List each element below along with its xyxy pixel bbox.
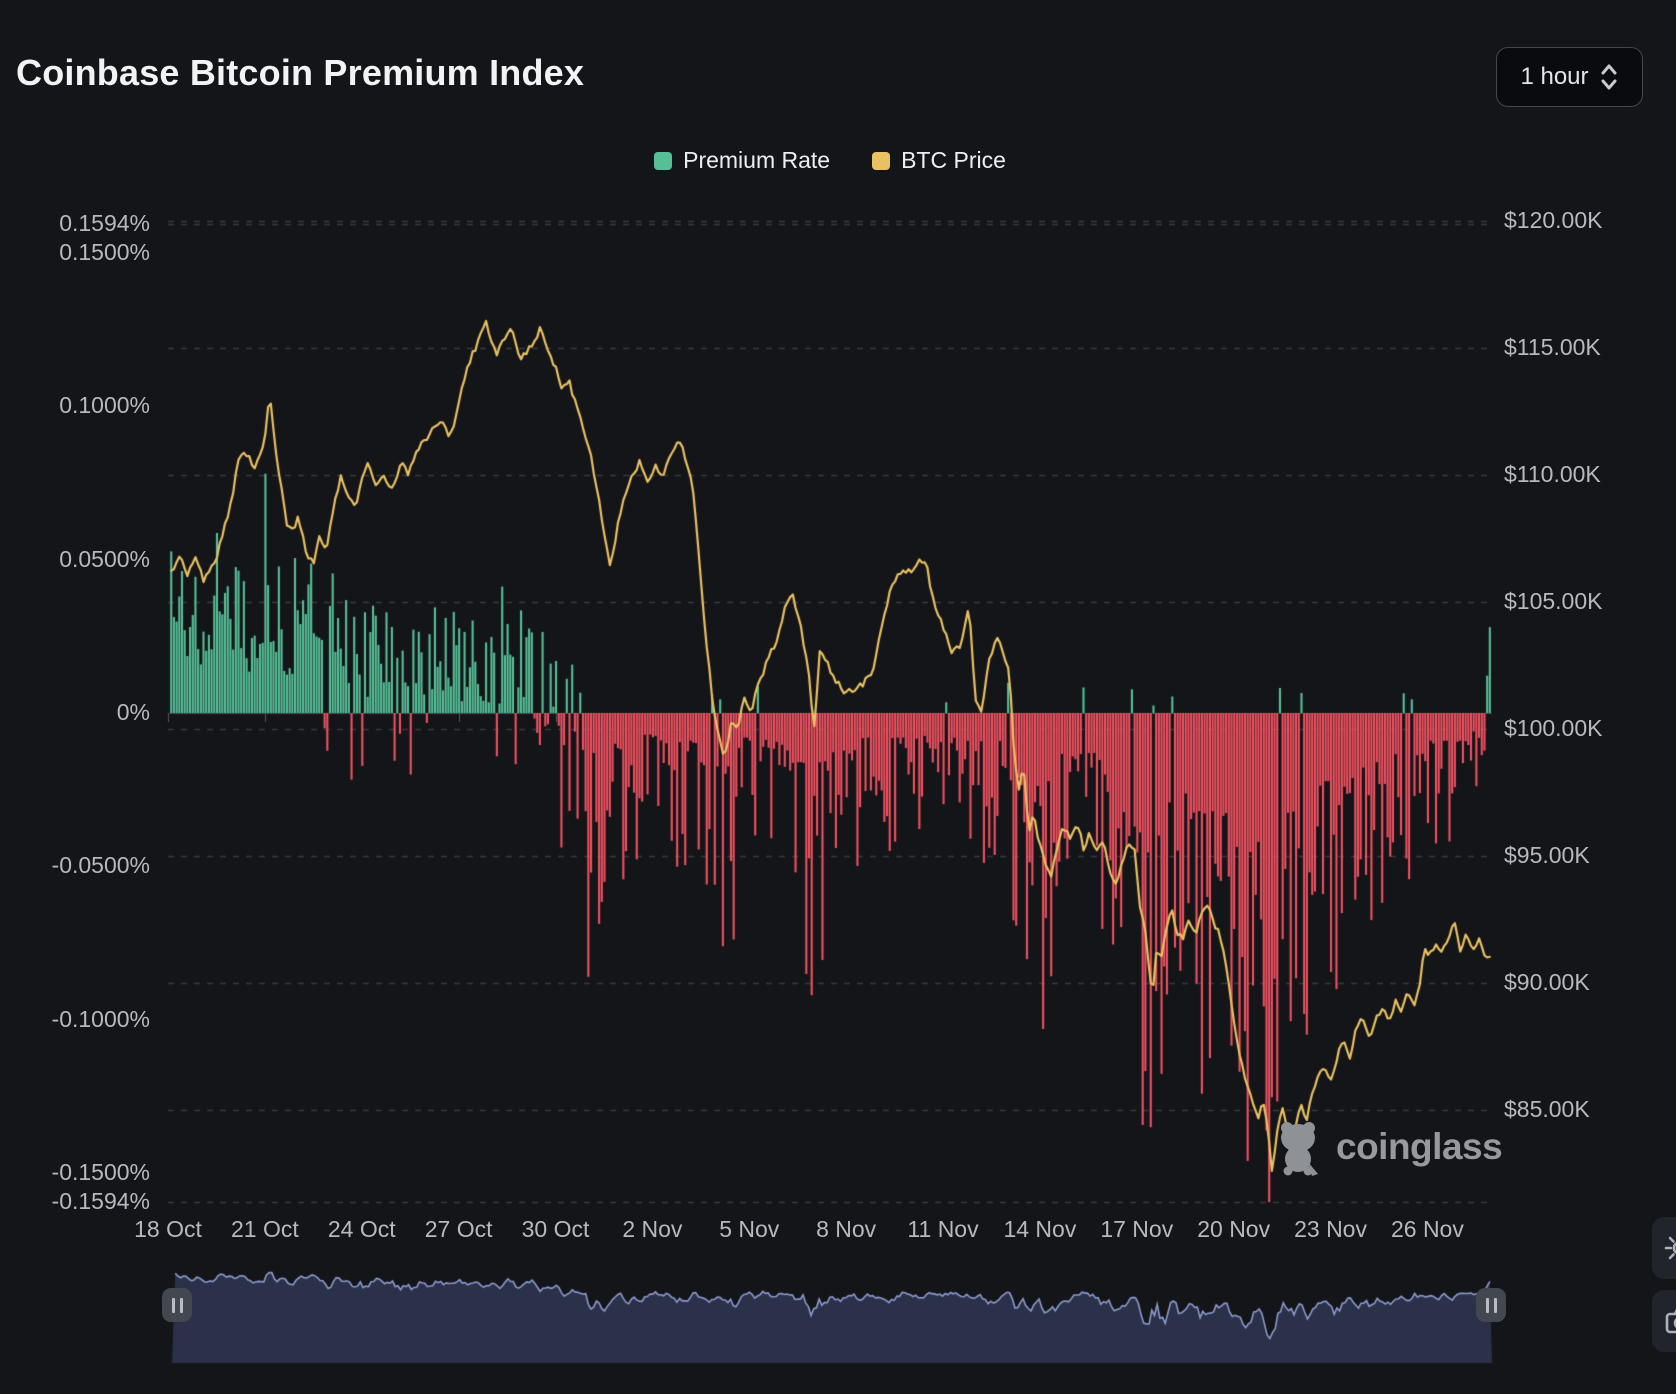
legend-label-premium-rate: Premium Rate	[683, 147, 831, 173]
coinglass-bear-icon	[1272, 1116, 1324, 1178]
left-axis-label: -0.1000%	[51, 1005, 150, 1032]
screenshot-button[interactable]	[1652, 1290, 1676, 1352]
right-axis-label: $90.00K	[1504, 969, 1590, 996]
x-axis-label: 8 Nov	[816, 1216, 877, 1242]
right-axis-label: $120.00K	[1504, 207, 1603, 234]
x-axis-label: 27 Oct	[424, 1216, 493, 1242]
left-axis-label: -0.0500%	[51, 852, 150, 879]
x-axis-label: 11 Nov	[907, 1216, 979, 1242]
interval-dropdown[interactable]: 1 hour	[1496, 47, 1643, 107]
left-axis-label: 0.1500%	[59, 238, 150, 265]
right-axis-label: $110.00K	[1504, 461, 1601, 488]
gear-icon	[1664, 1232, 1676, 1264]
left-axis-label: 0%	[116, 699, 150, 725]
left-axis-label: -0.1594%	[51, 1188, 150, 1215]
navigator-track[interactable]	[172, 1247, 1492, 1363]
x-axis-label: 30 Oct	[521, 1216, 590, 1242]
legend-label-btc-price: BTC Price	[901, 147, 1006, 173]
legend-item-premium-rate[interactable]: Premium Rate	[654, 147, 830, 174]
right-axis-label: $115.00K	[1504, 334, 1601, 361]
x-axis-label: 21 Oct	[230, 1216, 299, 1242]
page-title: Coinbase Bitcoin Premium Index	[16, 52, 585, 93]
left-axis-label: 0.1594%	[59, 209, 150, 236]
x-axis-label: 26 Nov	[1390, 1216, 1464, 1242]
x-axis-label: 14 Nov	[1003, 1216, 1077, 1242]
navigator-left-handle[interactable]	[162, 1288, 192, 1322]
left-axis-label: 0.0500%	[59, 545, 150, 572]
legend-item-btc-price[interactable]: BTC Price	[872, 147, 1006, 174]
x-axis-label: 17 Nov	[1100, 1216, 1174, 1242]
right-axis-label: $95.00K	[1504, 842, 1590, 869]
navigator-right-handle[interactable]	[1476, 1288, 1506, 1322]
legend: Premium Rate BTC Price	[168, 147, 1492, 174]
right-axis-label: $85.00K	[1504, 1096, 1590, 1123]
x-axis-label: 2 Nov	[622, 1216, 683, 1242]
right-axis-label: $100.00K	[1504, 715, 1603, 742]
camera-icon	[1664, 1305, 1676, 1337]
x-axis-label: 24 Oct	[327, 1216, 396, 1242]
x-axis-label: 20 Nov	[1197, 1216, 1271, 1242]
interval-dropdown-value: 1 hour	[1520, 63, 1589, 90]
left-axis-label: 0.1000%	[59, 392, 150, 419]
btc-price-swatch	[872, 151, 891, 170]
left-axis-label: -0.1500%	[51, 1159, 150, 1186]
coinglass-watermark-text: coinglass	[1336, 1126, 1503, 1167]
premium-rate-swatch	[654, 151, 673, 170]
right-axis-label: $105.00K	[1504, 588, 1603, 615]
x-axis-label: 18 Oct	[134, 1216, 202, 1242]
x-axis-label: 5 Nov	[719, 1216, 780, 1242]
settings-button[interactable]	[1652, 1217, 1676, 1279]
x-axis-label: 23 Nov	[1294, 1216, 1367, 1242]
chevron-up-down-icon	[1599, 62, 1619, 92]
coinglass-watermark: coinglass	[1272, 1116, 1503, 1178]
